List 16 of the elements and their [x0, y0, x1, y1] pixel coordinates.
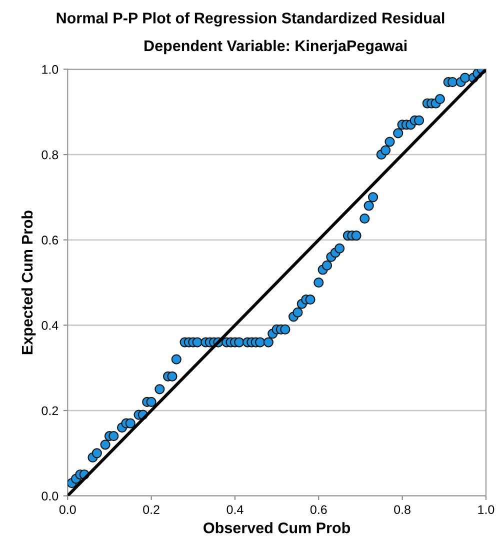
y-tick-label: 0.2 [42, 406, 58, 416]
x-tick-label: 0.6 [310, 505, 327, 514]
y-tick-label: 0.0 [42, 492, 58, 500]
chart-title: Normal P-P Plot of Regression Standardized Residual [56, 12, 444, 27]
x-tick-label: 0.2 [143, 505, 160, 514]
x-tick-label: 0.4 [226, 505, 244, 514]
y-axis-title: Expected Cum Prob [21, 210, 36, 354]
y-tick-label: 1.0 [42, 65, 58, 74]
x-tick-label: 0.0 [59, 505, 76, 514]
y-tick-label: 0.6 [42, 236, 58, 245]
x-axis-title: Observed Cum Prob [204, 522, 350, 534]
y-tick-label: 0.4 [42, 321, 58, 330]
x-tick-label: 0.8 [394, 505, 410, 514]
y-tick-label: 0.8 [42, 150, 58, 160]
chart-subtitle: Dependent Variable: KinerjaPegawai [144, 40, 407, 54]
x-tick-label: 1.0 [478, 505, 494, 514]
